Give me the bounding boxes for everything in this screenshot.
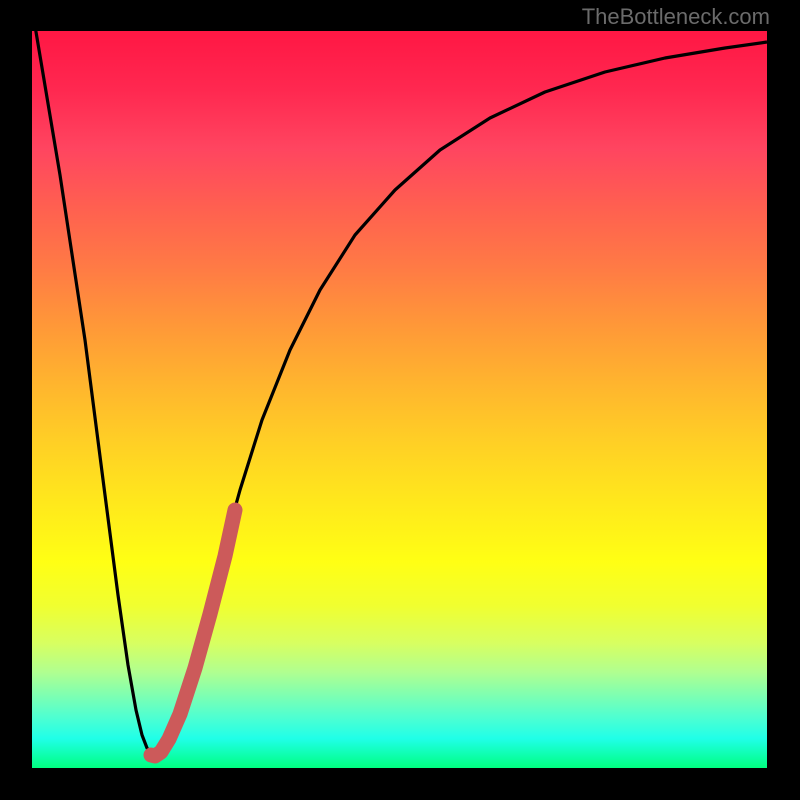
chart-container: TheBottleneck.com — [0, 0, 800, 800]
plot-area — [32, 31, 767, 768]
watermark-text: TheBottleneck.com — [582, 4, 770, 30]
